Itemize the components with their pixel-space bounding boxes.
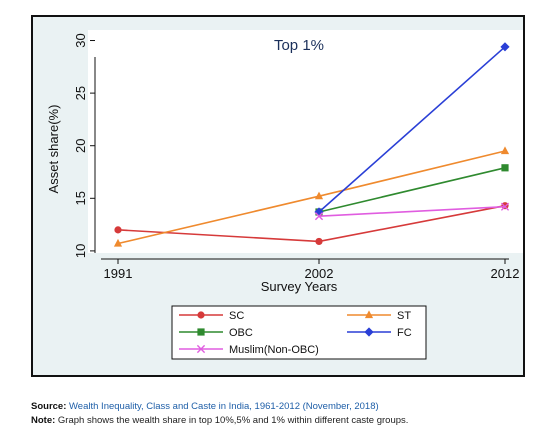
data-point-fc (500, 42, 510, 52)
legend-marker-fc (364, 327, 374, 337)
y-tick-label: 10 (73, 244, 88, 258)
chart-title: Top 1% (274, 37, 324, 54)
note-line: Note: Graph shows the wealth share in to… (31, 414, 551, 428)
y-tick-label: 25 (73, 86, 88, 100)
plot-area (88, 30, 523, 253)
note-label: Note: (31, 415, 56, 426)
series-line-obc (318, 167, 506, 213)
data-point-sc (114, 226, 122, 234)
data-point-st (314, 191, 324, 200)
data-point-muslim-non-obc (500, 202, 510, 211)
legend-label-obc: OBC (229, 327, 253, 339)
data-point-muslim-non-obc (314, 212, 324, 221)
data-point-st (113, 238, 123, 247)
data-point-sc (501, 202, 509, 210)
mark-layer: 10 15 20 25 30 1991 2002 2012 (73, 33, 519, 281)
data-point-st (500, 146, 510, 155)
y-axis-label: Asset share(%) (46, 105, 61, 194)
data-point-obc (501, 164, 509, 172)
legend-marker-sc (197, 311, 205, 319)
x-tick-label: 2002 (305, 266, 334, 281)
series-line-fc (318, 46, 506, 213)
x-tick-label: 1991 (104, 266, 133, 281)
legend-label-muslim-non-obc: Muslim(Non-OBC) (229, 344, 319, 356)
legend-label-sc: SC (229, 310, 244, 322)
series-line-muslim-non-obc (318, 205, 506, 217)
x-tick-label: 2012 (491, 266, 520, 281)
legend-marker-muslim-non-obc (196, 344, 206, 354)
source-line: Source: Wealth Inequality, Class and Cas… (31, 400, 551, 414)
y-tick-label: 20 (73, 138, 88, 152)
y-tick-label: 15 (73, 191, 88, 205)
x-axis-label: Survey Years (261, 279, 338, 294)
y-tick-label: 30 (73, 33, 88, 47)
legend-label-st: ST (397, 310, 411, 322)
source-link[interactable]: Wealth Inequality, Class and Caste in In… (69, 401, 379, 412)
note-text: Graph shows the wealth share in top 10%,… (57, 415, 409, 426)
legend-label-fc: FC (397, 327, 412, 339)
legend-layer: SC ST OBC FC Muslim(Non-OBC) (179, 310, 412, 356)
chart-frame: 10 15 20 25 30 1991 2002 2012 Top 1% Survey Yea… (31, 15, 525, 377)
chart-svg: 10 15 20 25 30 1991 2002 2012 Top 1% Survey Yea… (46, 30, 523, 360)
legend-marker-st (364, 310, 374, 319)
data-point-sc (315, 237, 323, 246)
caption: Source: Wealth Inequality, Class and Cas… (31, 400, 551, 428)
legend-marker-obc (197, 328, 205, 336)
source-label: Source: (31, 401, 67, 412)
